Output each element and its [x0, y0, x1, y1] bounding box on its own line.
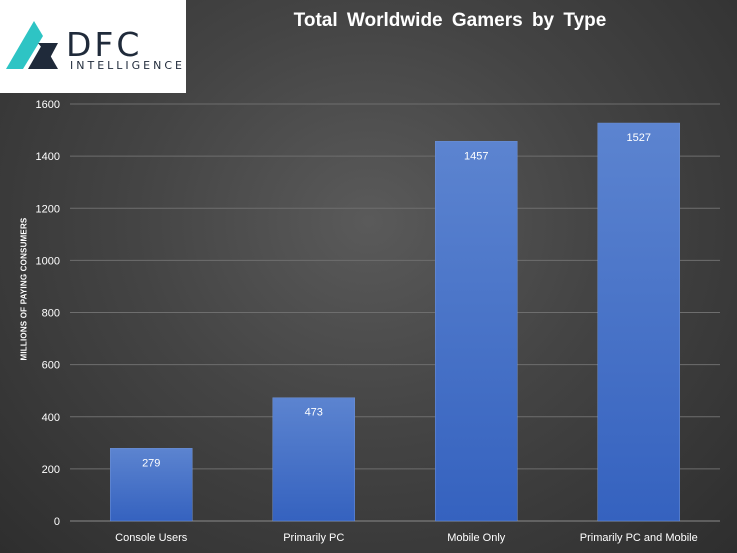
y-tick-label: 200	[42, 464, 60, 476]
dfc-logo: DFC INTELLIGENCE	[0, 0, 186, 93]
bar	[272, 397, 355, 522]
x-tick-label: Primarily PC and Mobile	[580, 532, 698, 544]
y-tick-label: 400	[42, 412, 60, 424]
logo-subtitle: INTELLIGENCE	[70, 59, 185, 72]
y-tick-label: 800	[42, 308, 60, 320]
x-tick-label: Console Users	[115, 532, 188, 544]
y-tick-label: 1600	[36, 99, 60, 111]
bar-value-label: 1457	[464, 150, 488, 162]
y-tick-label: 0	[54, 516, 60, 528]
y-tick-label: 1200	[36, 203, 60, 215]
bar-value-label: 279	[142, 457, 160, 469]
bar-value-label: 473	[305, 407, 323, 419]
y-tick-label: 600	[42, 360, 60, 372]
y-tick-label: 1400	[36, 151, 60, 163]
bar	[435, 141, 518, 522]
logo-mark-icon	[6, 21, 58, 69]
logo-wordmark: DFC	[66, 25, 143, 64]
chart-title: Total Worldwide Gamers by Type	[293, 10, 607, 31]
y-tick-label: 1000	[36, 255, 60, 267]
bar	[110, 448, 193, 522]
x-tick-label: Mobile Only	[447, 532, 506, 544]
x-tick-label: Primarily PC	[283, 532, 344, 544]
bar	[597, 122, 680, 522]
bar-value-label: 1527	[627, 132, 651, 144]
